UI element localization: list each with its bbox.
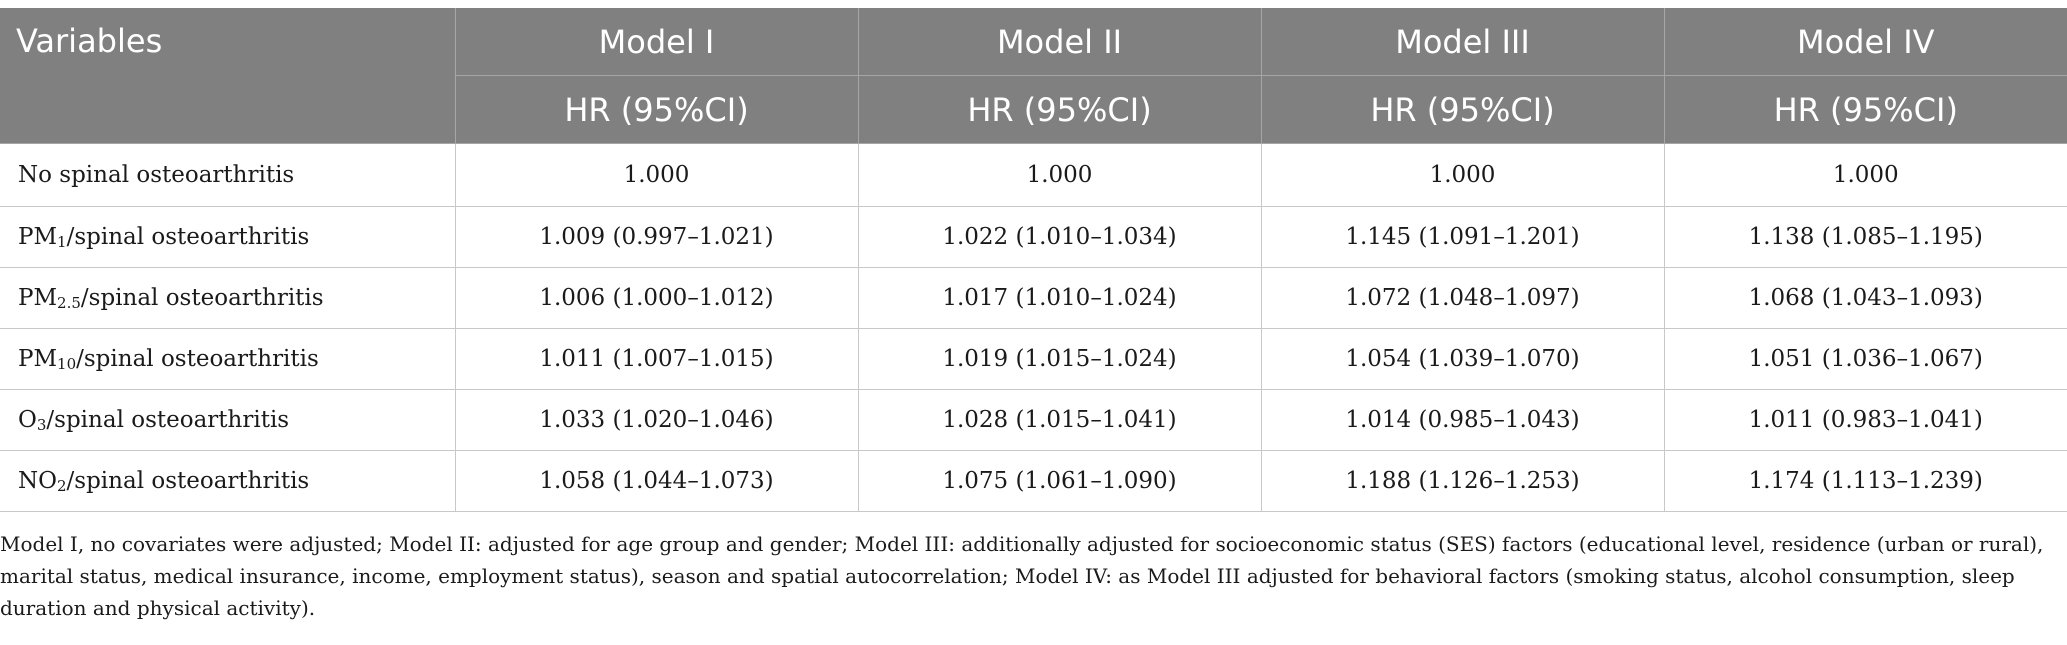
row-variable: NO2/spinal osteoarthritis bbox=[0, 450, 456, 512]
variable-suffix: /spinal osteoarthritis bbox=[80, 284, 324, 311]
row-variable: O3/spinal osteoarthritis bbox=[0, 389, 456, 451]
variable-suffix: /spinal osteoarthritis bbox=[76, 345, 319, 372]
header-model-1: Model I bbox=[455, 8, 859, 76]
table-footnote: Model I, no covariates were adjusted; Mo… bbox=[0, 532, 2044, 620]
hr-cell: 1.009 (0.997–1.021) bbox=[455, 206, 859, 268]
table-body: No spinal osteoarthritis 1.000 1.000 1.0… bbox=[0, 143, 2067, 512]
hr-cell: 1.017 (1.010–1.024) bbox=[858, 267, 1262, 329]
variable-suffix: /spinal osteoarthritis bbox=[66, 467, 310, 494]
header-model-3: Model III bbox=[1261, 8, 1665, 76]
header-hr-ci-2: HR (95%CI) bbox=[858, 75, 1262, 144]
hr-cell: 1.022 (1.010–1.034) bbox=[858, 206, 1262, 268]
table-row: PM1/spinal osteoarthritis 1.009 (0.997–1… bbox=[0, 206, 2067, 268]
header-variables: Variables bbox=[0, 8, 456, 144]
hr-cell: 1.058 (1.044–1.073) bbox=[455, 450, 859, 512]
table-row: No spinal osteoarthritis 1.000 1.000 1.0… bbox=[0, 143, 2067, 207]
hr-cell: 1.011 (0.983–1.041) bbox=[1664, 389, 2067, 451]
pollutant-name: O bbox=[18, 406, 37, 433]
pollutant-subscript: 2.5 bbox=[57, 293, 81, 312]
hr-cell: 1.075 (1.061–1.090) bbox=[858, 450, 1262, 512]
hr-cell: 1.174 (1.113–1.239) bbox=[1664, 450, 2067, 512]
hr-cell: 1.014 (0.985–1.043) bbox=[1261, 389, 1665, 451]
pollutant-name: PM bbox=[18, 345, 58, 372]
pollutant-subscript: 2 bbox=[56, 476, 67, 495]
header-hr-ci-3: HR (95%CI) bbox=[1261, 75, 1665, 144]
hr-cell: 1.145 (1.091–1.201) bbox=[1261, 206, 1665, 268]
header-hr-ci-1: HR (95%CI) bbox=[455, 75, 859, 144]
header-model-2: Model II bbox=[858, 8, 1262, 76]
hazard-ratio-table: Variables Model I Model II Model III Mod… bbox=[0, 8, 2067, 512]
hr-cell: 1.068 (1.043–1.093) bbox=[1664, 267, 2067, 329]
hr-cell: 1.028 (1.015–1.041) bbox=[858, 389, 1262, 451]
table-row: PM2.5/spinal osteoarthritis 1.006 (1.000… bbox=[0, 267, 2067, 329]
row-variable: PM10/spinal osteoarthritis bbox=[0, 328, 456, 390]
hr-cell: 1.033 (1.020–1.046) bbox=[455, 389, 859, 451]
pollutant-subscript: 10 bbox=[57, 354, 77, 373]
hr-cell: 1.138 (1.085–1.195) bbox=[1664, 206, 2067, 268]
header-hr-ci-4: HR (95%CI) bbox=[1664, 75, 2067, 144]
row-variable: No spinal osteoarthritis bbox=[0, 143, 456, 207]
pollutant-subscript: 1 bbox=[57, 232, 67, 251]
pollutant-name: PM bbox=[18, 223, 58, 250]
pollutant-name: PM bbox=[18, 284, 58, 311]
hr-cell: 1.000 bbox=[858, 143, 1262, 207]
row-variable: PM2.5/spinal osteoarthritis bbox=[0, 267, 456, 329]
variable-label: No spinal osteoarthritis bbox=[18, 162, 295, 188]
hr-cell: 1.072 (1.048–1.097) bbox=[1261, 267, 1665, 329]
hr-cell: 1.188 (1.126–1.253) bbox=[1261, 450, 1665, 512]
hr-cell: 1.006 (1.000–1.012) bbox=[455, 267, 859, 329]
variable-suffix: /spinal osteoarthritis bbox=[66, 223, 310, 250]
hr-cell: 1.051 (1.036–1.067) bbox=[1664, 328, 2067, 390]
table-row: PM10/spinal osteoarthritis 1.011 (1.007–… bbox=[0, 328, 2067, 390]
hr-cell: 1.000 bbox=[1261, 143, 1665, 207]
hr-cell: 1.000 bbox=[1664, 143, 2067, 207]
table-row: NO2/spinal osteoarthritis 1.058 (1.044–1… bbox=[0, 450, 2067, 512]
row-variable: PM1/spinal osteoarthritis bbox=[0, 206, 456, 268]
hr-cell: 1.011 (1.007–1.015) bbox=[455, 328, 859, 390]
header-model-4: Model IV bbox=[1664, 8, 2067, 76]
hr-cell: 1.054 (1.039–1.070) bbox=[1261, 328, 1665, 390]
pollutant-subscript: 3 bbox=[36, 415, 47, 434]
table-row: O3/spinal osteoarthritis 1.033 (1.020–1.… bbox=[0, 389, 2067, 451]
hr-cell: 1.019 (1.015–1.024) bbox=[858, 328, 1262, 390]
hr-cell: 1.000 bbox=[455, 143, 859, 207]
pollutant-name: NO bbox=[18, 467, 57, 494]
table-header: Variables Model I Model II Model III Mod… bbox=[0, 8, 2067, 144]
results-table-container: Variables Model I Model II Model III Mod… bbox=[0, 8, 2067, 512]
variable-suffix: /spinal osteoarthritis bbox=[46, 406, 290, 433]
